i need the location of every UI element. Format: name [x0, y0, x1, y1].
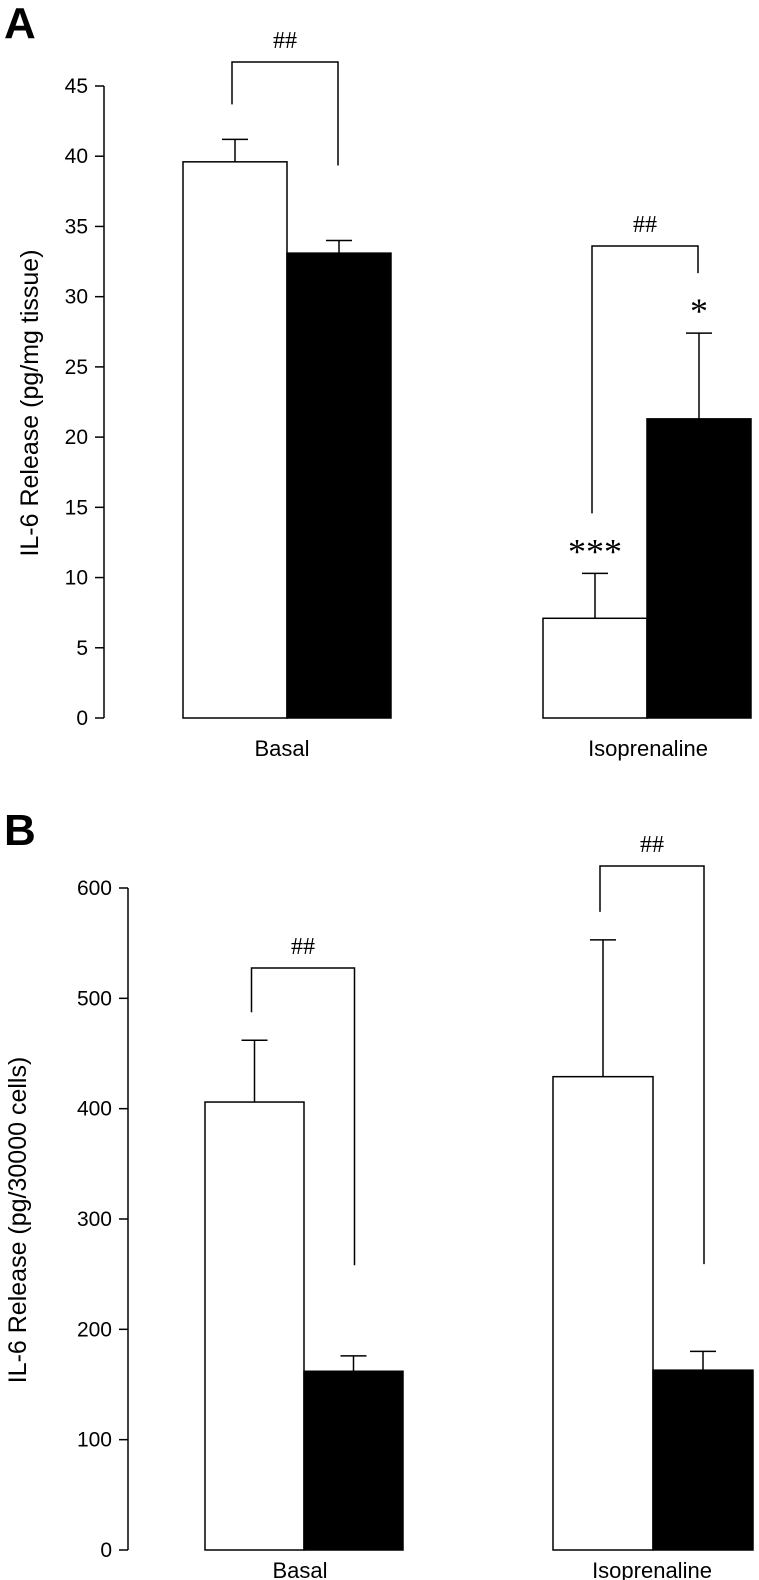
significance-label: ##: [273, 28, 297, 54]
bar-open-basal: [182, 161, 288, 719]
y-tick-label: 45: [65, 75, 88, 98]
panel-b-letter: B: [4, 806, 36, 855]
significance-label: ##: [640, 832, 664, 858]
y-tick-label: 40: [65, 145, 88, 168]
y-tick-label: 35: [65, 215, 88, 238]
y-tick-label: 400: [77, 1098, 112, 1121]
y-tick-label: 0: [76, 707, 88, 730]
y-tick-label: 0: [100, 1539, 112, 1562]
y-tick-label: 500: [77, 987, 112, 1010]
panel-b-category-basal: Basal: [272, 1558, 327, 1580]
panel-b-ticks: 0 100 200 300 400 500 600: [77, 877, 128, 1562]
panel-b-annotations: ## ##: [250, 832, 705, 1266]
y-tick-label: 300: [77, 1208, 112, 1231]
panel-a-letter: A: [4, 0, 36, 48]
bar-open-basal: [204, 1101, 305, 1551]
asterisk-label: ***: [568, 531, 622, 571]
significance-bracket: [599, 865, 705, 1265]
y-tick-label: 100: [77, 1429, 112, 1452]
panel-b-category-isoprenaline: Isoprenaline: [592, 1558, 712, 1580]
panel-a-error-bars: [222, 138, 712, 619]
y-tick-label: 5: [76, 637, 88, 660]
y-tick-label: 20: [65, 426, 88, 449]
y-tick-label: 200: [77, 1318, 112, 1341]
bar-filled-isoprenaline: [646, 418, 752, 719]
y-tick-label: 600: [77, 877, 112, 900]
bar-filled-basal: [303, 1370, 404, 1551]
significance-bracket: [591, 245, 699, 514]
panel-b: B IL-6 Release (pg/30000 cells) 0 100 200 3…: [4, 806, 754, 1580]
bar-filled-basal: [286, 252, 392, 719]
significance-bracket: [250, 967, 356, 1266]
significance-label: ##: [291, 934, 315, 960]
y-tick-label: 30: [65, 286, 88, 309]
panel-a: A IL-6 Release (pg/mg tissue) 0 5 10 15 20 25…: [4, 0, 752, 761]
panel-a-ticks: 0 5 10 15 20 25 30 35 40 45: [65, 75, 104, 730]
y-tick-label: 25: [65, 356, 88, 379]
significance-bracket: [231, 61, 339, 166]
panel-b-y-axis-title: IL-6 Release (pg/30000 cells): [4, 1057, 32, 1384]
panel-a-bars: [182, 161, 752, 719]
bar-filled-isoprenaline: [652, 1369, 754, 1551]
panel-a-category-basal: Basal: [254, 736, 309, 761]
y-tick-label: 10: [65, 567, 88, 590]
panel-b-error-bars: [241, 939, 716, 1372]
significance-label: ##: [633, 212, 657, 238]
panel-b-bars: [204, 1075, 754, 1551]
y-tick-label: 15: [65, 496, 88, 519]
bar-open-isoprenaline: [542, 617, 648, 719]
bar-open-isoprenaline: [552, 1075, 654, 1551]
panel-a-annotations: ####****: [231, 28, 708, 571]
asterisk-label: *: [690, 291, 708, 331]
panel-a-category-isoprenaline: Isoprenaline: [588, 736, 708, 761]
panel-a-y-axis-title: IL-6 Release (pg/mg tissue): [16, 249, 44, 556]
